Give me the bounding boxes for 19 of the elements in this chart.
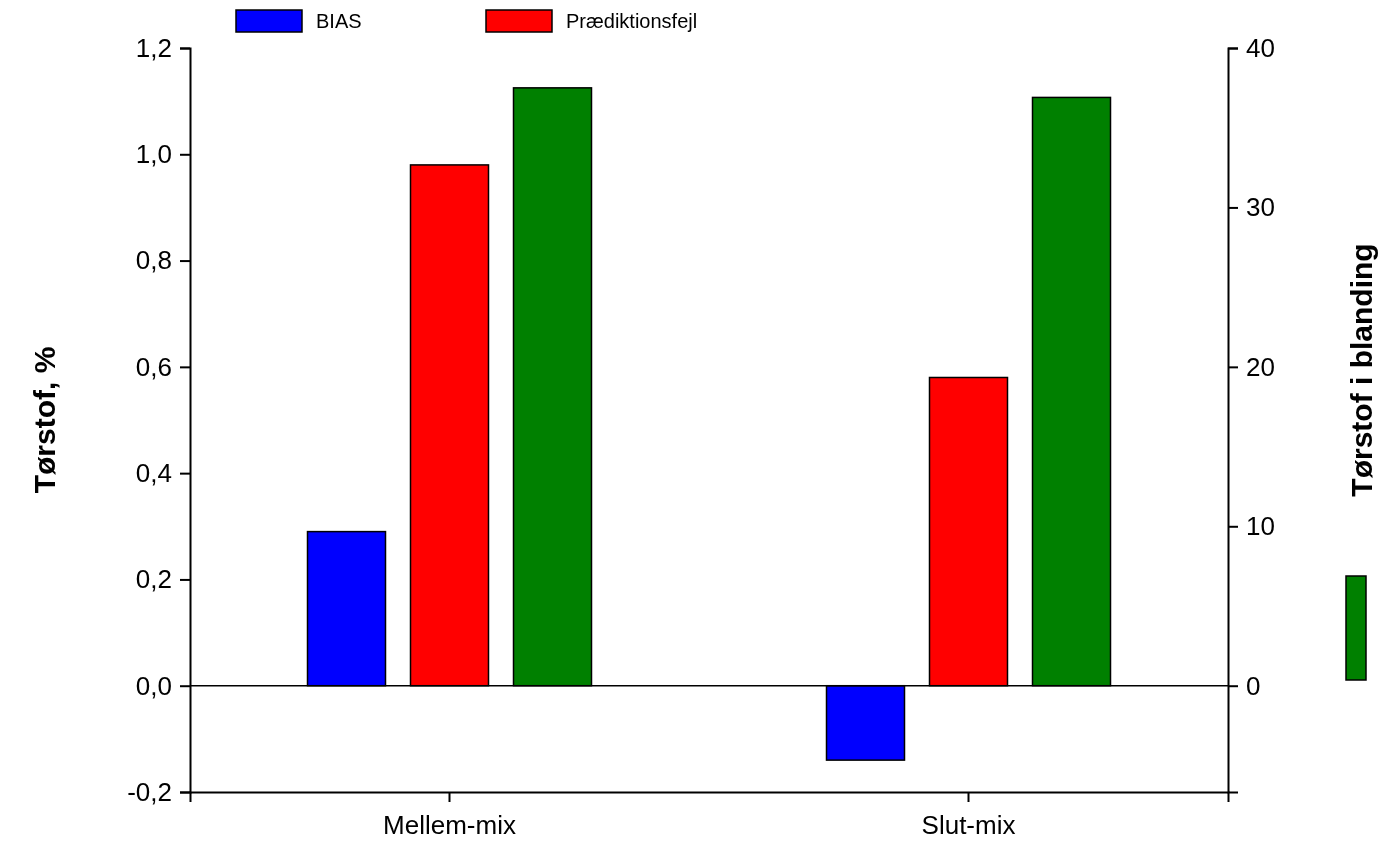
y2-tick-label: 20	[1246, 351, 1275, 382]
y2-tick-label: 30	[1246, 192, 1275, 223]
legend-label: BIAS	[316, 10, 362, 32]
y-tick-label: -0,2	[127, 776, 172, 807]
y-tick-label: 0,4	[135, 457, 172, 488]
y-tick-label: 1,0	[135, 139, 172, 170]
y-tick-label: 0,6	[135, 351, 172, 382]
y-tick-label: 0,8	[135, 245, 172, 276]
y2-tick-label: 0	[1246, 670, 1261, 701]
legend-label: Prædiktionsfejl	[566, 10, 698, 32]
y2-tick-label: 40	[1246, 32, 1275, 63]
x-tick-label: Mellem-mix	[383, 810, 516, 841]
x-tick-label: Slut-mix	[921, 810, 1016, 841]
y-axis-title: Tørstof, %	[28, 346, 61, 494]
y-tick-label: 1,2	[135, 32, 172, 63]
y-tick-label: 0,2	[135, 564, 172, 595]
y2-tick-label: 10	[1246, 511, 1275, 542]
y-tick-label: 0,0	[135, 670, 172, 701]
y2-axis-title: Tørstof i blanding	[1345, 243, 1378, 497]
